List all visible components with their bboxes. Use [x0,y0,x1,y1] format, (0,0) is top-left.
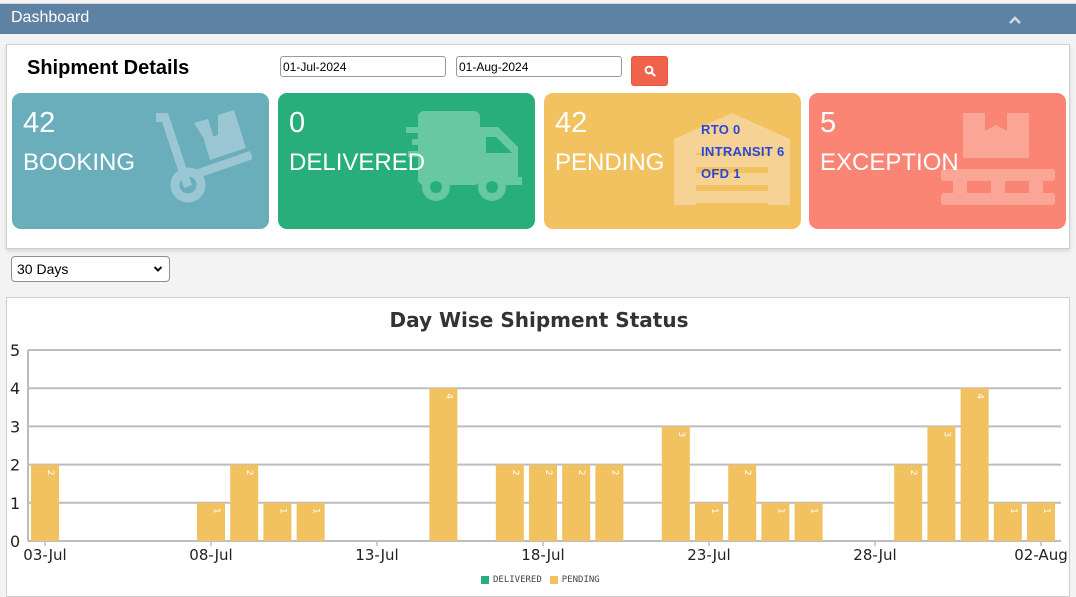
booking-card[interactable]: 42 BOOKING [12,93,269,229]
bar-pending[interactable] [31,464,59,541]
bar-value-label: 2 [742,470,752,476]
bar-pending[interactable] [927,426,956,541]
from-date-input[interactable] [280,56,446,77]
chart-title: Day Wise Shipment Status [389,308,689,332]
bar-value-label: 2 [576,470,586,476]
search-icon [644,65,656,77]
exception-count: 5 [820,107,837,139]
bar-pending[interactable] [429,388,458,541]
bar-pending[interactable] [894,464,923,541]
search-button[interactable] [631,56,668,86]
to-date-input[interactable] [456,56,622,77]
hand-truck-icon [156,110,252,203]
booking-count: 42 [23,107,56,139]
bar-pending[interactable] [495,464,524,541]
bar-value-label: 1 [211,508,221,514]
x-tick-label: 08-Jul [189,546,232,564]
bar-pending[interactable] [197,502,225,541]
bar-value-label: 2 [543,470,553,476]
bar-value-label: 1 [311,508,321,514]
bar-value-label: 2 [908,470,918,476]
ofd-count: OFD 1 [701,166,741,181]
x-tick-label: 18-Jul [521,546,564,564]
y-tick-label: 2 [10,456,20,475]
y-tick-label: 0 [10,532,20,551]
pending-label: PENDING [555,149,665,176]
legend-label-pending[interactable]: PENDING [561,575,600,585]
delivered-label: DELIVERED [289,149,426,176]
bar-pending[interactable] [263,502,292,541]
x-tick-label: 03-Jul [23,546,66,564]
bar-value-label: 4 [443,393,453,399]
bar-value-label: 2 [45,470,55,476]
delivered-count: 0 [289,107,306,139]
delivered-card[interactable]: 0 DELIVERED [278,93,535,229]
exception-card[interactable]: 5 EXCEPTION [809,93,1066,229]
booking-label: BOOKING [23,149,136,176]
panel-title: Shipment Details [27,57,190,79]
bar-value-label: 1 [277,508,287,514]
exception-label: EXCEPTION [820,149,959,176]
bar-pending[interactable] [794,502,823,541]
chevron-up-icon[interactable] [1008,13,1022,27]
bar-pending[interactable] [761,502,790,541]
pending-count: 42 [555,107,588,139]
bar-pending[interactable] [296,502,325,541]
date-range-select[interactable]: 30 Days [11,256,170,282]
shipment-details-panel: Shipment Details 42 BOOKING [6,44,1070,249]
bar-pending[interactable] [661,426,690,541]
y-tick-label: 3 [10,417,20,436]
bar-value-label: 2 [510,470,520,476]
bar-value-label: 1 [775,508,785,514]
bar-value-label: 3 [941,432,951,438]
x-tick-label: 23-Jul [687,546,730,564]
x-tick-label: 13-Jul [355,546,398,564]
x-tick-label: 28-Jul [853,546,896,564]
bar-pending[interactable] [993,502,1022,541]
bar-pending[interactable] [728,464,757,541]
warehouse-icon [674,113,790,205]
bar-value-label: 1 [1041,508,1051,514]
day-wise-chart: Day Wise Shipment Status 0 1 2 3 4 5 2 03-Jul 1 0… [6,297,1070,597]
bar-value-label: 1 [809,508,819,514]
shipping-truck-icon [406,111,522,201]
legend-label-delivered[interactable]: DELIVERED [493,575,542,585]
bar-value-label: 2 [609,470,619,476]
pallet-box-icon [941,113,1055,205]
bar-pending[interactable] [960,388,989,541]
bar-value-label: 2 [244,470,254,476]
legend-swatch-pending [549,576,558,584]
legend-swatch-delivered [481,576,489,584]
y-tick-label: 1 [10,494,20,513]
dashboard-header: Dashboard [0,3,1076,34]
bar-chart: 0 1 2 3 4 5 2 03-Jul 1 08-Jul 2 1 1 13-Jul 4 2 2 18-Jul 2 2… [10,341,1068,564]
rto-count: RTO 0 [701,122,741,137]
y-tick-label: 5 [10,341,20,360]
bar-value-label: 1 [709,508,719,514]
bar-pending[interactable] [230,464,259,541]
dashboard-title: Dashboard [11,9,90,26]
bar-value-label: 4 [975,393,985,399]
date-range-value: 30 Days [17,261,69,277]
bar-pending[interactable] [695,502,723,541]
bar-pending[interactable] [529,464,557,541]
pending-card[interactable]: 42 PENDING RTO 0 INTRANSIT 6 OFD 1 [544,93,801,229]
x-tick-label: 02-Aug [1014,546,1067,564]
intransit-count: INTRANSIT 6 [701,144,785,159]
bar-pending[interactable] [1027,502,1055,541]
y-tick-label: 4 [10,379,20,398]
bar-value-label: 3 [676,432,686,438]
bar-pending[interactable] [595,464,624,541]
bar-value-label: 1 [1008,508,1018,514]
bar-pending[interactable] [562,464,591,541]
chevron-down-icon [153,266,163,272]
chart-legend: DELIVERED PENDING [481,575,600,585]
